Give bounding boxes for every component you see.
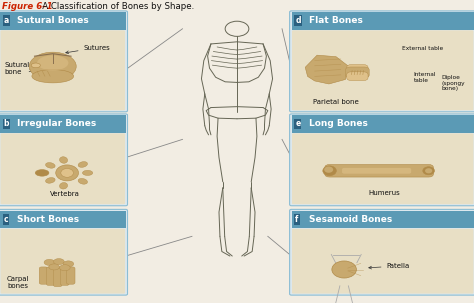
Text: Patella: Patella [369,263,410,269]
FancyBboxPatch shape [0,11,128,112]
FancyBboxPatch shape [290,11,474,112]
Ellipse shape [46,178,55,183]
Ellipse shape [44,259,55,265]
Text: Irregular Bones: Irregular Bones [17,119,96,128]
Ellipse shape [46,163,55,168]
FancyBboxPatch shape [346,65,368,73]
FancyBboxPatch shape [0,115,126,133]
FancyBboxPatch shape [0,114,128,206]
FancyBboxPatch shape [325,165,433,177]
Text: Humerus: Humerus [368,191,400,196]
Ellipse shape [78,178,88,184]
Text: Long Bones: Long Bones [309,119,367,128]
Ellipse shape [61,168,73,177]
Text: Internal
table: Internal table [413,72,436,83]
Ellipse shape [32,70,73,83]
Ellipse shape [31,63,40,68]
FancyBboxPatch shape [0,30,125,110]
Text: Carpal
bones: Carpal bones [7,276,29,289]
Text: Short Bones: Short Bones [17,215,79,224]
Text: Flat Bones: Flat Bones [309,16,363,25]
Ellipse shape [324,166,333,173]
Text: Parietal bone: Parietal bone [313,99,359,105]
Ellipse shape [323,166,337,176]
Text: Vertebra: Vertebra [50,191,80,197]
FancyBboxPatch shape [292,229,474,294]
Ellipse shape [82,170,93,175]
Ellipse shape [54,258,64,265]
Text: c: c [4,215,9,224]
FancyBboxPatch shape [346,67,369,78]
Ellipse shape [56,165,79,181]
Polygon shape [305,55,348,84]
FancyBboxPatch shape [66,267,75,284]
FancyBboxPatch shape [292,115,474,133]
Text: b: b [4,119,9,128]
FancyBboxPatch shape [46,267,55,285]
Ellipse shape [60,265,70,271]
Text: Sutures: Sutures [66,45,110,54]
Ellipse shape [29,52,76,81]
FancyBboxPatch shape [346,72,368,81]
FancyBboxPatch shape [342,168,411,174]
Ellipse shape [425,168,432,173]
Text: External table: External table [402,46,444,51]
Text: Diploe
(spongy
bone): Diploe (spongy bone) [442,75,465,92]
Ellipse shape [332,261,356,278]
FancyBboxPatch shape [39,267,48,284]
Ellipse shape [60,157,68,163]
FancyBboxPatch shape [0,209,128,295]
Text: a: a [4,16,9,25]
Ellipse shape [35,170,49,176]
FancyBboxPatch shape [292,211,474,228]
FancyBboxPatch shape [292,12,474,30]
FancyBboxPatch shape [0,211,126,228]
FancyBboxPatch shape [0,229,125,294]
Ellipse shape [78,161,88,167]
Text: Sesamoid Bones: Sesamoid Bones [309,215,392,224]
FancyBboxPatch shape [290,209,474,295]
Ellipse shape [63,261,74,267]
Text: Figure 6–1: Figure 6–1 [2,2,53,11]
Text: f: f [295,215,299,224]
Ellipse shape [423,167,435,175]
FancyBboxPatch shape [0,133,125,204]
Text: e: e [295,119,301,128]
Ellipse shape [60,182,68,189]
FancyBboxPatch shape [290,114,474,206]
FancyBboxPatch shape [292,133,474,204]
Text: A Classification of Bones by Shape.: A Classification of Bones by Shape. [34,2,194,11]
Text: Sutural
bone: Sutural bone [5,62,33,75]
FancyBboxPatch shape [292,30,474,110]
Text: d: d [295,16,301,25]
FancyBboxPatch shape [54,267,62,287]
Text: Sutural Bones: Sutural Bones [17,16,89,25]
Ellipse shape [37,55,68,70]
Ellipse shape [49,264,60,270]
FancyBboxPatch shape [0,12,126,30]
FancyBboxPatch shape [61,267,69,285]
